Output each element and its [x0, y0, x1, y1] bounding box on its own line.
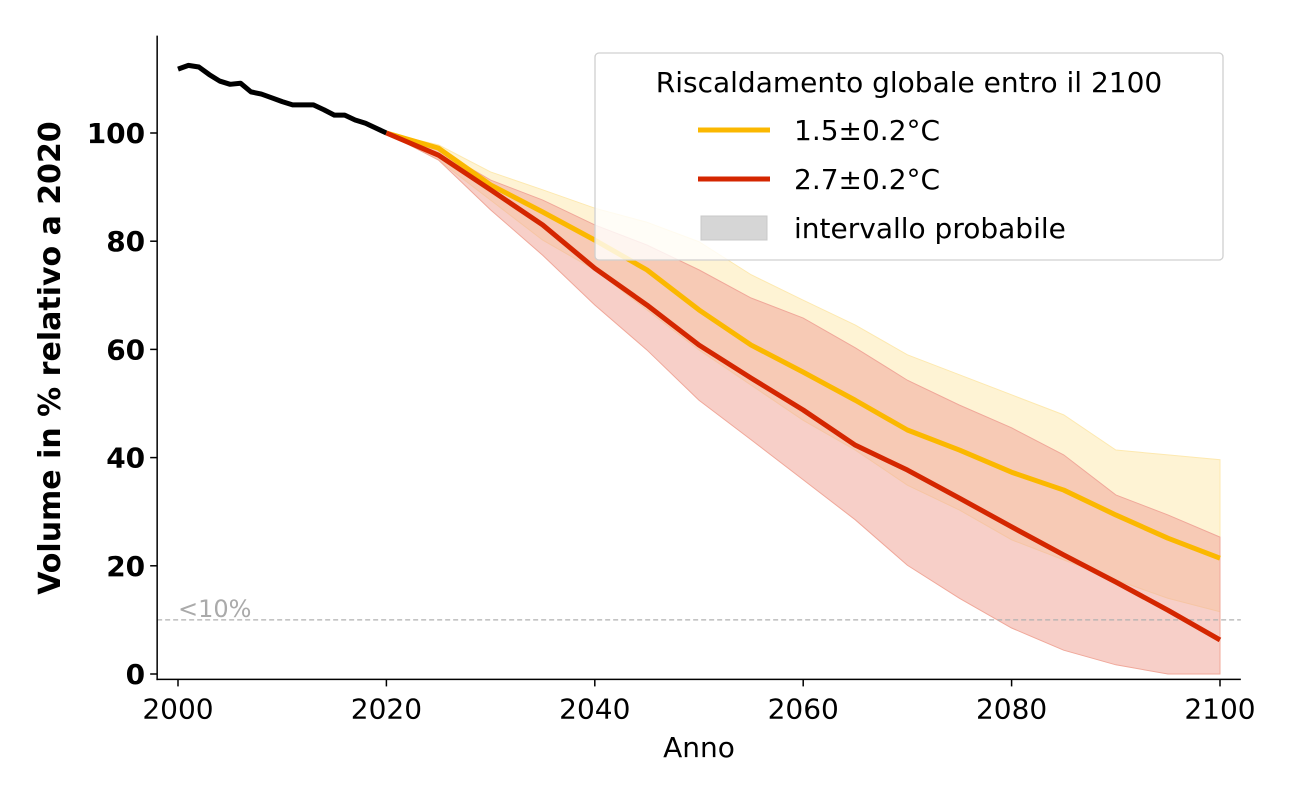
x-tick-label: 2000 — [142, 692, 213, 725]
legend: Riscaldamento globale entro il 2100 1.5±… — [594, 52, 1224, 261]
x-tick-label: 2020 — [351, 692, 422, 725]
series-line-high-warming — [385, 130, 1222, 643]
legend-entries: 1.5±0.2°C 2.7±0.2°C intervallo probabile — [698, 114, 1066, 245]
y-tick-label: 100 — [87, 117, 145, 150]
x-ticks: 2000 2020 2040 2060 2080 2100 — [142, 679, 1256, 725]
legend-title: Riscaldamento globale entro il 2100 — [656, 66, 1162, 99]
legend-frame — [594, 52, 1224, 261]
x-tick-label: 2080 — [976, 692, 1047, 725]
x-tick-label: 2100 — [1184, 692, 1255, 725]
x-axis-label: Anno — [663, 731, 735, 764]
legend-swatch-patch — [700, 215, 768, 241]
y-tick-label: 40 — [106, 442, 145, 475]
threshold-label: <10% — [178, 595, 251, 623]
legend-label: 1.5±0.2°C — [794, 114, 940, 147]
series-line-low-warming — [385, 130, 1221, 561]
x-tick-label: 2040 — [559, 692, 630, 725]
y-tick-label: 60 — [106, 333, 145, 366]
legend-label: intervallo probabile — [794, 212, 1066, 245]
y-tick-label: 0 — [126, 658, 145, 691]
historical-line — [177, 62, 388, 136]
y-tick-label: 80 — [106, 225, 145, 258]
y-ticks: 0 20 40 60 80 100 — [87, 117, 158, 691]
y-tick-label: 20 — [106, 550, 145, 583]
y-axis-label: Volume in % relativo a 2020 — [33, 121, 68, 595]
x-tick-label: 2060 — [768, 692, 839, 725]
legend-label: 2.7±0.2°C — [794, 163, 940, 196]
series-lines — [177, 62, 1222, 643]
